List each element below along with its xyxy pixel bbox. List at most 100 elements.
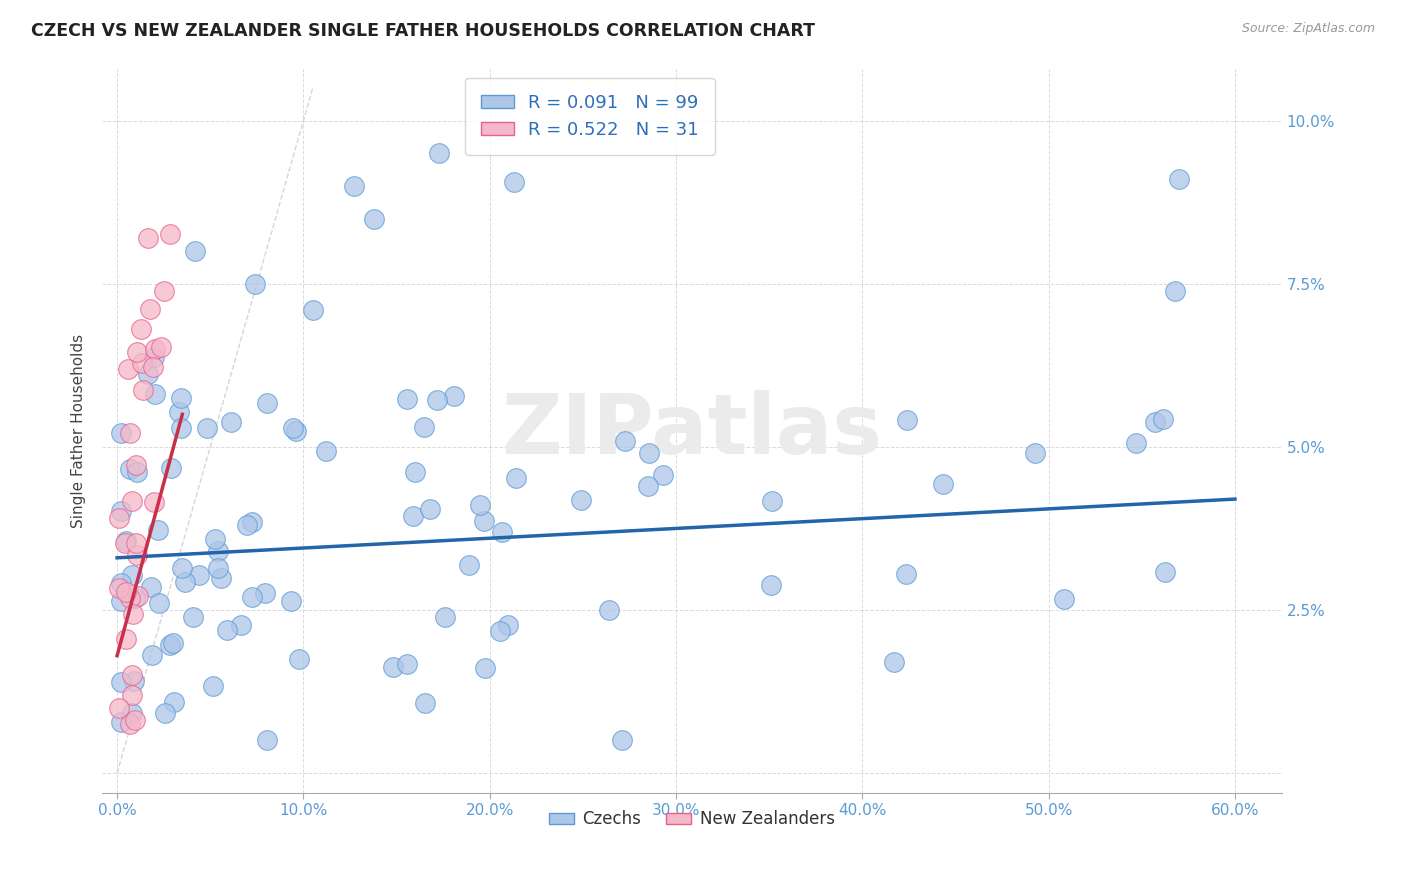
- Point: [141, 648, 163, 662]
- Point: [472, 514, 495, 528]
- Text: CZECH VS NEW ZEALANDER SINGLE FATHER HOUSEHOLDS CORRELATION CHART: CZECH VS NEW ZEALANDER SINGLE FATHER HOU…: [31, 22, 815, 40]
- Point: [170, 421, 193, 435]
- Point: [125, 458, 148, 472]
- Point: [117, 361, 139, 376]
- Point: [131, 356, 153, 370]
- Point: [108, 511, 131, 525]
- Point: [172, 560, 194, 574]
- Point: [121, 688, 143, 702]
- Point: [195, 421, 218, 435]
- Point: [110, 714, 132, 729]
- Point: [153, 706, 176, 720]
- Point: [129, 322, 152, 336]
- Y-axis label: Single Father Households: Single Father Households: [72, 334, 86, 528]
- Point: [363, 211, 385, 226]
- Point: [1152, 411, 1174, 425]
- Point: [209, 572, 232, 586]
- Point: [201, 679, 224, 693]
- Point: [419, 502, 441, 516]
- Point: [1164, 284, 1187, 298]
- Point: [413, 419, 436, 434]
- Point: [110, 575, 132, 590]
- Point: [302, 303, 325, 318]
- Point: [498, 618, 520, 632]
- Point: [138, 368, 160, 382]
- Point: [256, 733, 278, 747]
- Point: [207, 561, 229, 575]
- Point: [184, 244, 207, 259]
- Point: [121, 494, 143, 508]
- Point: [505, 471, 527, 485]
- Point: [118, 462, 141, 476]
- Point: [231, 618, 253, 632]
- Point: [429, 146, 451, 161]
- Text: ZIPatlas: ZIPatlas: [502, 390, 883, 471]
- Point: [121, 706, 143, 720]
- Point: [159, 227, 181, 242]
- Point: [159, 638, 181, 652]
- Point: [170, 391, 193, 405]
- Point: [181, 610, 204, 624]
- Point: [146, 523, 169, 537]
- Point: [167, 405, 190, 419]
- Point: [491, 525, 513, 540]
- Point: [443, 388, 465, 402]
- Point: [1143, 415, 1166, 429]
- Point: [125, 536, 148, 550]
- Point: [142, 359, 165, 374]
- Point: [108, 701, 131, 715]
- Point: [598, 602, 620, 616]
- Point: [610, 733, 633, 747]
- Point: [468, 499, 491, 513]
- Point: [413, 696, 436, 710]
- Legend: Czechs, New Zealanders: Czechs, New Zealanders: [543, 804, 841, 835]
- Point: [143, 387, 166, 401]
- Point: [396, 657, 419, 672]
- Point: [132, 383, 155, 397]
- Point: [489, 624, 512, 639]
- Point: [138, 302, 160, 317]
- Point: [114, 536, 136, 550]
- Point: [883, 655, 905, 669]
- Text: Source: ZipAtlas.com: Source: ZipAtlas.com: [1241, 22, 1375, 36]
- Point: [115, 632, 138, 647]
- Point: [474, 661, 496, 675]
- Point: [143, 342, 166, 356]
- Point: [124, 591, 146, 605]
- Point: [127, 465, 149, 479]
- Point: [761, 493, 783, 508]
- Point: [280, 594, 302, 608]
- Point: [127, 344, 149, 359]
- Point: [121, 567, 143, 582]
- Point: [254, 585, 277, 599]
- Point: [502, 175, 524, 189]
- Point: [932, 477, 955, 491]
- Point: [127, 589, 149, 603]
- Point: [395, 392, 418, 406]
- Point: [124, 714, 146, 728]
- Point: [148, 595, 170, 609]
- Point: [426, 392, 449, 407]
- Point: [287, 652, 309, 666]
- Point: [118, 591, 141, 605]
- Point: [243, 277, 266, 291]
- Point: [110, 675, 132, 690]
- Point: [174, 574, 197, 589]
- Point: [115, 533, 138, 548]
- Point: [219, 415, 242, 429]
- Point: [1154, 565, 1177, 579]
- Point: [217, 623, 239, 637]
- Point: [110, 426, 132, 441]
- Point: [122, 607, 145, 621]
- Point: [638, 446, 661, 460]
- Point: [284, 424, 307, 438]
- Point: [110, 504, 132, 518]
- Point: [637, 479, 659, 493]
- Point: [120, 716, 142, 731]
- Point: [614, 434, 637, 449]
- Point: [759, 578, 782, 592]
- Point: [235, 517, 257, 532]
- Point: [242, 591, 264, 605]
- Point: [896, 413, 918, 427]
- Point: [434, 609, 457, 624]
